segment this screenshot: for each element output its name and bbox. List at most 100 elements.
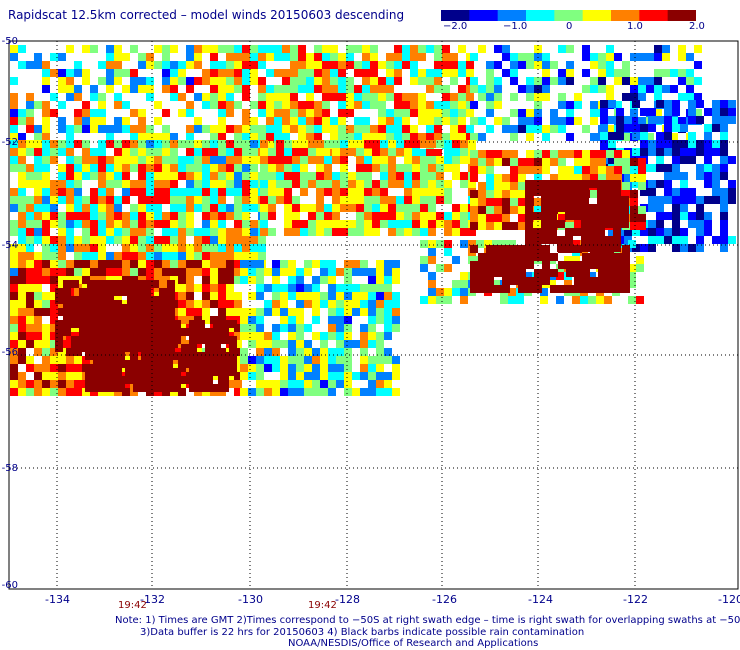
wind-cell xyxy=(362,69,370,77)
wind-cell xyxy=(250,252,258,260)
wind-cell xyxy=(18,260,26,268)
wind-cell xyxy=(308,156,316,164)
wind-cell xyxy=(135,312,143,320)
wind-cell xyxy=(58,117,66,125)
wind-cell xyxy=(356,156,364,164)
wind-cell xyxy=(502,269,510,277)
wind-cell xyxy=(58,53,66,61)
wind-cell xyxy=(165,352,173,360)
wind-cell xyxy=(452,140,460,148)
wind-cell xyxy=(541,236,549,244)
wind-cell xyxy=(434,77,442,85)
wind-cell xyxy=(292,220,300,228)
wind-cell xyxy=(352,388,360,396)
wind-cell xyxy=(50,109,58,117)
wind-cell xyxy=(640,188,648,196)
wind-cell xyxy=(114,172,122,180)
wind-cell xyxy=(304,340,312,348)
wind-cell xyxy=(300,148,308,156)
wind-cell xyxy=(194,236,202,244)
wind-cell xyxy=(186,260,194,268)
wind-cell xyxy=(346,45,354,53)
wind-cell xyxy=(66,69,74,77)
wind-cell xyxy=(256,284,264,292)
wind-cell xyxy=(388,196,396,204)
wind-cell xyxy=(402,125,410,133)
wind-cell xyxy=(672,188,680,196)
wind-cell xyxy=(66,172,74,180)
wind-cell xyxy=(590,261,598,269)
wind-cell xyxy=(614,101,622,109)
wind-cell xyxy=(34,220,42,228)
wind-cell xyxy=(133,360,141,368)
wind-cell xyxy=(258,93,266,101)
wind-cell xyxy=(308,148,316,156)
wind-cell xyxy=(646,77,654,85)
wind-cell xyxy=(356,188,364,196)
wind-cell xyxy=(74,356,82,364)
wind-cell xyxy=(304,260,312,268)
wind-cell xyxy=(656,100,664,108)
wind-cell xyxy=(146,204,154,212)
wind-cell xyxy=(648,220,656,228)
wind-cell xyxy=(186,148,194,156)
wind-cell xyxy=(82,172,90,180)
wind-cell xyxy=(250,236,258,244)
wind-cell xyxy=(248,260,256,268)
wind-cell xyxy=(109,344,117,352)
wind-cell xyxy=(10,268,18,276)
wind-cell xyxy=(34,236,42,244)
wind-cell xyxy=(412,196,420,204)
wind-cell xyxy=(314,61,322,69)
wind-cell xyxy=(173,368,181,376)
wind-cell xyxy=(502,174,510,182)
wind-cell xyxy=(428,180,436,188)
wind-cell xyxy=(74,388,82,396)
wind-cell xyxy=(510,69,518,77)
wind-cell xyxy=(680,172,688,180)
wind-cell xyxy=(720,212,728,220)
wind-cell xyxy=(384,300,392,308)
wind-cell xyxy=(210,276,218,284)
wind-cell xyxy=(308,228,316,236)
wind-cell xyxy=(300,188,308,196)
wind-cell xyxy=(728,100,736,108)
wind-cell xyxy=(436,296,444,304)
wind-cell xyxy=(82,156,90,164)
wind-cell xyxy=(194,148,202,156)
wind-cell xyxy=(186,125,194,133)
wind-cell xyxy=(34,133,42,141)
wind-cell xyxy=(10,140,18,148)
wind-cell xyxy=(18,332,26,340)
wind-cell xyxy=(66,156,74,164)
wind-cell xyxy=(654,109,662,117)
wind-cell xyxy=(314,117,322,125)
wind-cell xyxy=(272,260,280,268)
wind-cell xyxy=(296,372,304,380)
wind-cell xyxy=(354,133,362,141)
wind-cell xyxy=(138,85,146,93)
wind-cell xyxy=(622,261,630,269)
wind-cell xyxy=(304,292,312,300)
wind-cell xyxy=(402,133,410,141)
wind-cell xyxy=(106,268,114,276)
colorbar-tick: 0 xyxy=(566,21,573,32)
wind-cell xyxy=(202,244,210,252)
wind-cell xyxy=(322,101,330,109)
wind-cell xyxy=(90,188,98,196)
wind-cell xyxy=(386,117,394,125)
wind-cell xyxy=(122,260,130,268)
wind-cell xyxy=(298,77,306,85)
wind-cell xyxy=(202,180,210,188)
wind-cell xyxy=(10,364,18,372)
wind-cell xyxy=(210,77,218,85)
wind-cell xyxy=(218,180,226,188)
wind-cell xyxy=(42,156,50,164)
wind-cell xyxy=(42,300,50,308)
wind-cell xyxy=(589,236,597,244)
wind-cell xyxy=(404,204,412,212)
wind-cell xyxy=(42,212,50,220)
wind-cell xyxy=(151,304,159,312)
wind-cell xyxy=(630,93,638,101)
wind-cell xyxy=(284,140,292,148)
